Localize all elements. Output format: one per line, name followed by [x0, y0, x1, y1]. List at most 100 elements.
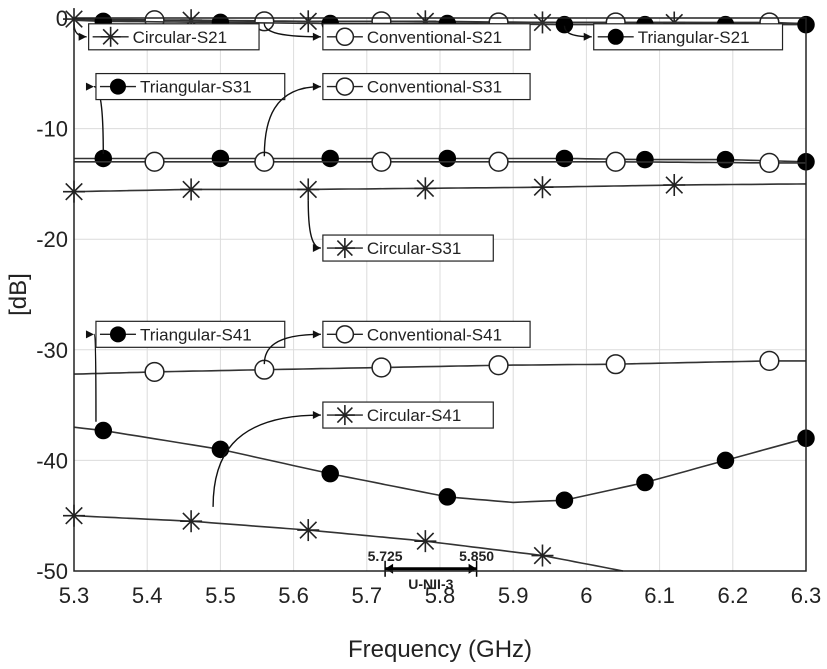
x-tick-labels: 5.3 5.4 5.5 5.6 5.7 5.8 5.9 6 6.1 6.2 6.3 [59, 583, 822, 608]
x-tick-label: 5.9 [498, 583, 529, 608]
filled-circle-marker [607, 28, 624, 45]
x-tick-label: 6 [580, 583, 592, 608]
filled-circle-marker [321, 464, 339, 483]
arrow-head-icon [312, 82, 321, 91]
x-tick-label: 6.1 [644, 583, 675, 608]
filled-circle-marker [555, 149, 574, 168]
filled-circle-marker [716, 150, 735, 169]
filled-circle-marker [211, 440, 230, 459]
arrow-head-icon [312, 411, 321, 420]
legend-box [322, 234, 494, 262]
x-tick-label: 5.6 [278, 583, 309, 608]
legend-label: Triangular-S41 [140, 325, 252, 344]
x-tick-label: 5.3 [59, 583, 90, 608]
band-annotation: 5.725 5.850 U-NII-3 [368, 548, 495, 592]
series-conventional-s41 [73, 350, 806, 383]
arrow-head-icon [85, 330, 94, 339]
y-tick-label: -30 [36, 338, 68, 363]
arrow-head-icon [85, 82, 94, 91]
open-circle-marker [759, 152, 780, 173]
legend-circular-s21: Circular-S21 [73, 23, 260, 51]
callout-arrow [307, 200, 322, 249]
filled-circle-marker [109, 78, 126, 95]
callout-arrow [263, 333, 321, 365]
asterisk-marker [414, 530, 437, 553]
asterisk-marker [414, 177, 437, 200]
open-circle-marker [254, 11, 275, 32]
open-circle-marker [488, 151, 509, 172]
legend-box [593, 23, 784, 51]
y-tick-label: -10 [36, 117, 68, 142]
plot-frame [73, 17, 807, 572]
asterisk-marker [531, 544, 554, 567]
filled-circle-marker [636, 150, 654, 169]
callout-arrow [263, 23, 321, 38]
legend-label: Conventional-S41 [367, 325, 502, 344]
legend-circular-s31: Circular-S31 [307, 200, 494, 262]
asterisk-marker [297, 519, 320, 542]
legend-triangular-s41: Triangular-S41 [85, 320, 286, 422]
callout-arrow [212, 414, 321, 507]
y-tick-labels: 0 -10 -20 -30 -40 -50 [36, 6, 68, 584]
legend-conventional-s31: Conventional-S31 [263, 72, 531, 157]
y-tick-label: -50 [36, 559, 68, 584]
asterisk-marker [297, 178, 320, 201]
grid-lines [73, 17, 807, 572]
legend-conventional-s41: Conventional-S41 [263, 320, 531, 365]
arrow-head-icon [583, 32, 592, 41]
series-triangular-s41 [73, 421, 815, 509]
filled-circle-marker [94, 421, 113, 440]
y-tick-label: 0 [56, 6, 68, 31]
arrow-head-icon [78, 32, 87, 41]
x-tick-label: 6.3 [791, 583, 822, 608]
filled-circle-marker [636, 473, 654, 492]
legend-triangular-s21: Triangular-S21 [563, 23, 784, 51]
x-tick-label: 6.2 [718, 583, 749, 608]
callout-arrow [93, 333, 97, 422]
legend-triangular-s31: Triangular-S31 [85, 72, 286, 155]
asterisk-marker [180, 510, 203, 533]
arrow-head-icon [312, 244, 321, 253]
asterisk-marker [334, 405, 355, 426]
open-circle-marker [335, 77, 355, 96]
legend-label: Triangular-S21 [638, 28, 750, 47]
open-circle-marker [335, 27, 355, 47]
band-left-arrow-icon [385, 563, 394, 574]
open-circle-marker [371, 151, 392, 172]
series-triangular-s31 [74, 149, 815, 171]
legend-label: Circular-S31 [367, 239, 461, 258]
filled-circle-marker [438, 149, 457, 168]
legend-conventional-s21: Conventional-S21 [263, 23, 531, 51]
open-circle-marker [144, 361, 165, 383]
y-axis-label: [dB] [5, 273, 32, 316]
legend-label: Circular-S41 [367, 406, 461, 425]
legend-label: Circular-S21 [133, 28, 227, 47]
band-right-arrow-icon [468, 563, 477, 574]
open-circle-marker [605, 151, 626, 172]
series-conventional-s31 [74, 151, 806, 173]
open-circle-marker [371, 357, 392, 378]
filled-circle-marker [716, 451, 735, 470]
open-circle-marker [144, 151, 165, 172]
asterisk-marker [663, 174, 686, 197]
arrow-head-icon [312, 330, 321, 339]
filled-circle-marker [438, 488, 457, 506]
band-end-label: 5.850 [459, 548, 494, 564]
legend-layer: Circular-S21 Conventional-S21 Triangular-S… [73, 23, 784, 507]
series-circular-s31 [63, 174, 807, 203]
open-circle-marker [488, 355, 509, 376]
filled-circle-marker [109, 326, 126, 343]
filled-circle-marker [211, 149, 230, 168]
series-line [74, 161, 806, 164]
filled-circle-marker [555, 15, 574, 34]
x-tick-label: 5.4 [132, 583, 163, 608]
band-label: U-NII-3 [408, 576, 453, 592]
callout-arrow [263, 85, 321, 157]
x-tick-label: 5.7 [352, 583, 383, 608]
legend-circular-s41: Circular-S41 [212, 401, 494, 507]
asterisk-marker [334, 238, 355, 259]
open-circle-marker [605, 354, 626, 375]
series-line [73, 360, 806, 375]
series-circular-s41 [63, 504, 624, 572]
